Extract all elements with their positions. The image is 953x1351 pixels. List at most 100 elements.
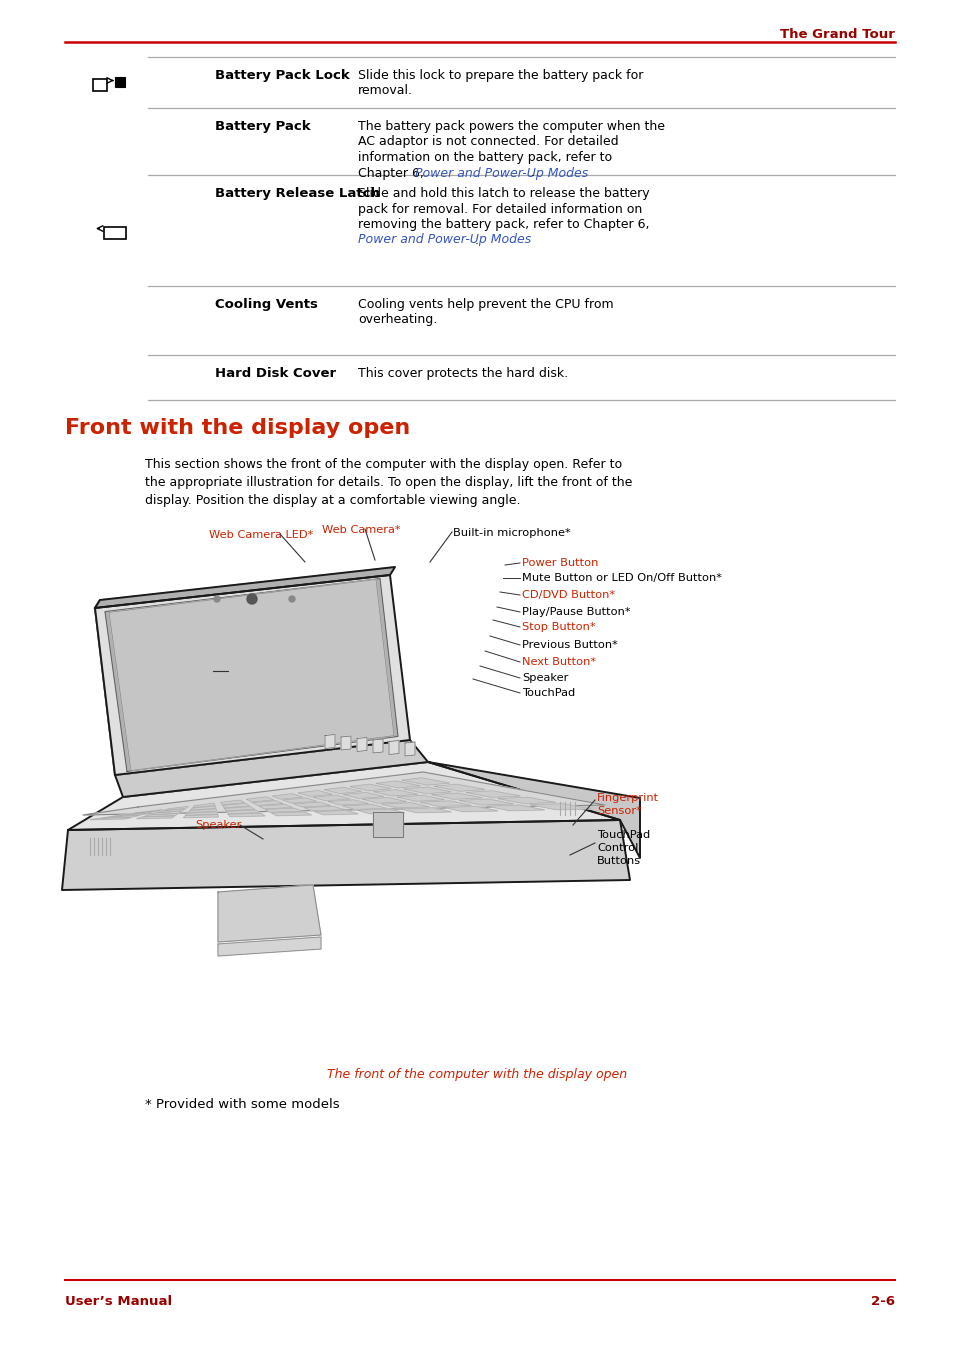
Polygon shape [222, 804, 249, 808]
Polygon shape [163, 807, 188, 811]
Polygon shape [68, 762, 619, 830]
Text: The front of the computer with the display open: The front of the computer with the displ… [327, 1069, 626, 1081]
Polygon shape [405, 742, 415, 757]
Text: Power Button: Power Button [521, 558, 598, 567]
Text: removing the battery pack, refer to Chapter 6,: removing the battery pack, refer to Chap… [357, 218, 649, 231]
Polygon shape [253, 801, 283, 805]
Polygon shape [109, 580, 394, 770]
Polygon shape [91, 817, 132, 820]
Polygon shape [136, 816, 174, 819]
Polygon shape [314, 811, 357, 815]
Text: Power and Power-Up Modes: Power and Power-Up Modes [415, 166, 587, 180]
Text: Play/Pause Button*: Play/Pause Button* [521, 607, 630, 617]
Text: display. Position the display at a comfortable viewing angle.: display. Position the display at a comfo… [145, 494, 520, 507]
Polygon shape [362, 797, 406, 802]
Polygon shape [273, 793, 303, 800]
Text: Mute Button or LED On/Off Button*: Mute Button or LED On/Off Button* [521, 573, 721, 584]
Text: TouchPad: TouchPad [521, 688, 575, 698]
Text: Sensor*: Sensor* [597, 807, 641, 816]
Text: TouchPad: TouchPad [597, 830, 650, 840]
Polygon shape [186, 812, 217, 815]
Polygon shape [389, 740, 398, 754]
Polygon shape [226, 811, 259, 813]
Polygon shape [373, 739, 382, 753]
Polygon shape [403, 788, 451, 793]
Text: Speaker: Speaker [521, 673, 568, 684]
Polygon shape [62, 820, 629, 890]
FancyBboxPatch shape [92, 78, 107, 91]
Circle shape [213, 596, 220, 603]
Polygon shape [188, 809, 216, 813]
Text: Web Camera*: Web Camera* [322, 526, 400, 535]
Polygon shape [487, 805, 544, 811]
Polygon shape [343, 793, 384, 798]
Polygon shape [115, 740, 428, 797]
Polygon shape [294, 802, 330, 807]
Text: pack for removal. For detailed information on: pack for removal. For detailed informati… [357, 203, 641, 216]
Text: Web Camera LED*: Web Camera LED* [209, 530, 313, 540]
Polygon shape [143, 813, 178, 816]
Polygon shape [304, 807, 344, 811]
Polygon shape [444, 807, 497, 812]
Text: removal.: removal. [357, 85, 413, 97]
Polygon shape [432, 793, 482, 800]
Circle shape [247, 594, 256, 604]
Polygon shape [220, 800, 244, 805]
Text: AC adaptor is not connected. For detailed: AC adaptor is not connected. For detaile… [357, 135, 618, 149]
Polygon shape [272, 812, 312, 816]
Polygon shape [95, 576, 410, 775]
Polygon shape [381, 802, 429, 808]
Polygon shape [374, 790, 417, 796]
Polygon shape [497, 797, 556, 804]
Polygon shape [265, 808, 302, 812]
Text: Battery Pack: Battery Pack [214, 120, 311, 132]
Polygon shape [193, 804, 214, 808]
Text: Front with the display open: Front with the display open [65, 417, 410, 438]
Text: Buttons: Buttons [597, 857, 640, 866]
Text: Display: Display [168, 665, 210, 676]
Polygon shape [123, 812, 154, 815]
Text: Battery Pack Lock: Battery Pack Lock [214, 69, 350, 82]
Polygon shape [191, 807, 215, 811]
Polygon shape [420, 801, 471, 807]
Text: .: . [531, 166, 535, 180]
Text: Battery Release Latch: Battery Release Latch [214, 186, 379, 200]
Polygon shape [112, 813, 147, 816]
FancyBboxPatch shape [115, 77, 125, 86]
Polygon shape [134, 809, 162, 813]
Polygon shape [459, 798, 513, 805]
Text: Cooling vents help prevent the CPU from: Cooling vents help prevent the CPU from [357, 299, 613, 311]
Text: 2-6: 2-6 [870, 1296, 894, 1308]
Polygon shape [357, 809, 404, 813]
Polygon shape [375, 781, 420, 788]
Polygon shape [324, 788, 361, 793]
Text: .: . [474, 234, 477, 246]
Polygon shape [530, 804, 591, 809]
Polygon shape [183, 815, 218, 817]
Polygon shape [156, 809, 185, 812]
Polygon shape [434, 785, 484, 792]
Text: the appropriate illustration for details. To open the display, lift the front of: the appropriate illustration for details… [145, 476, 632, 489]
Text: Stop Button*: Stop Button* [521, 621, 595, 632]
Text: overheating.: overheating. [357, 313, 436, 327]
Polygon shape [325, 735, 335, 748]
Text: Speaker: Speaker [194, 820, 241, 830]
FancyBboxPatch shape [104, 227, 126, 239]
Polygon shape [350, 784, 391, 790]
Text: Slide this lock to prepare the battery pack for: Slide this lock to prepare the battery p… [357, 69, 642, 82]
Text: The battery pack powers the computer when the: The battery pack powers the computer whe… [357, 120, 664, 132]
Text: Next Button*: Next Button* [521, 657, 596, 667]
Polygon shape [298, 790, 332, 796]
Text: Chapter 6,: Chapter 6, [357, 166, 428, 180]
Polygon shape [328, 800, 368, 805]
Text: Control: Control [597, 843, 638, 852]
Circle shape [289, 596, 294, 603]
Polygon shape [343, 805, 386, 809]
Polygon shape [428, 762, 639, 858]
Polygon shape [356, 738, 367, 751]
Polygon shape [95, 600, 120, 775]
Text: Hard Disk Cover: Hard Disk Cover [214, 367, 335, 380]
Polygon shape [247, 797, 274, 802]
Text: Built-in microphone*: Built-in microphone* [453, 528, 570, 538]
Polygon shape [218, 938, 320, 957]
